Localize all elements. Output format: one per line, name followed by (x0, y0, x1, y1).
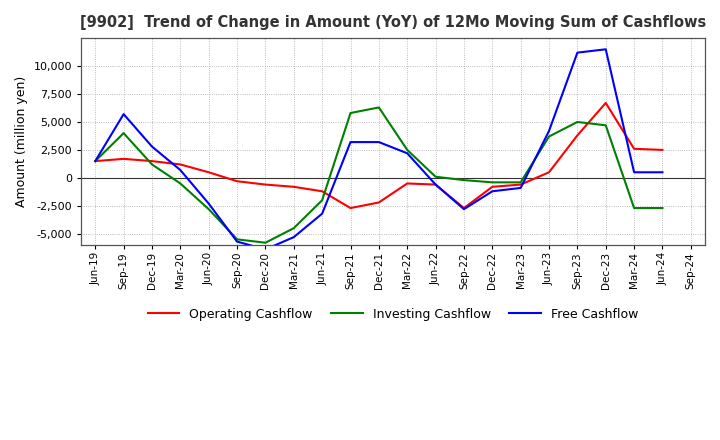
Free Cashflow (658, 170, 667, 175)
Operating Cashflow (346, 205, 355, 211)
Operating Cashflow (630, 146, 639, 151)
Free Cashflow (459, 206, 468, 212)
Investing Cashflow (573, 119, 582, 125)
Free Cashflow (431, 182, 440, 187)
Free Cashflow (176, 167, 184, 172)
Free Cashflow (516, 185, 525, 191)
Free Cashflow (374, 139, 383, 145)
Free Cashflow (261, 247, 270, 252)
Investing Cashflow (176, 181, 184, 186)
Investing Cashflow (374, 105, 383, 110)
Free Cashflow (630, 170, 639, 175)
Investing Cashflow (630, 205, 639, 211)
Investing Cashflow (403, 147, 412, 153)
Operating Cashflow (148, 158, 156, 164)
Y-axis label: Amount (million yen): Amount (million yen) (15, 76, 28, 207)
Free Cashflow (318, 211, 326, 216)
Operating Cashflow (459, 205, 468, 211)
Operating Cashflow (658, 147, 667, 153)
Free Cashflow (91, 158, 99, 164)
Operating Cashflow (91, 158, 99, 164)
Free Cashflow (403, 150, 412, 156)
Investing Cashflow (601, 123, 610, 128)
Investing Cashflow (346, 110, 355, 116)
Investing Cashflow (658, 205, 667, 211)
Free Cashflow (289, 235, 298, 240)
Investing Cashflow (91, 158, 99, 164)
Operating Cashflow (289, 184, 298, 190)
Investing Cashflow (459, 177, 468, 183)
Investing Cashflow (120, 131, 128, 136)
Free Cashflow (545, 128, 554, 134)
Legend: Operating Cashflow, Investing Cashflow, Free Cashflow: Operating Cashflow, Investing Cashflow, … (143, 303, 643, 326)
Line: Operating Cashflow: Operating Cashflow (95, 103, 662, 208)
Title: [9902]  Trend of Change in Amount (YoY) of 12Mo Moving Sum of Cashflows: [9902] Trend of Change in Amount (YoY) o… (80, 15, 706, 30)
Free Cashflow (488, 189, 497, 194)
Operating Cashflow (516, 182, 525, 187)
Investing Cashflow (431, 174, 440, 180)
Investing Cashflow (261, 240, 270, 246)
Line: Free Cashflow: Free Cashflow (95, 49, 662, 249)
Investing Cashflow (148, 162, 156, 167)
Operating Cashflow (431, 182, 440, 187)
Operating Cashflow (374, 200, 383, 205)
Investing Cashflow (318, 198, 326, 203)
Investing Cashflow (516, 180, 525, 185)
Free Cashflow (233, 239, 241, 244)
Operating Cashflow (488, 184, 497, 190)
Operating Cashflow (233, 179, 241, 184)
Investing Cashflow (233, 237, 241, 242)
Operating Cashflow (261, 182, 270, 187)
Investing Cashflow (545, 134, 554, 139)
Investing Cashflow (289, 226, 298, 231)
Operating Cashflow (318, 189, 326, 194)
Operating Cashflow (176, 162, 184, 167)
Free Cashflow (120, 111, 128, 117)
Operating Cashflow (204, 170, 213, 175)
Operating Cashflow (545, 170, 554, 175)
Investing Cashflow (488, 180, 497, 185)
Operating Cashflow (573, 133, 582, 138)
Operating Cashflow (601, 100, 610, 106)
Operating Cashflow (403, 181, 412, 186)
Investing Cashflow (204, 206, 213, 212)
Free Cashflow (148, 144, 156, 149)
Operating Cashflow (120, 156, 128, 161)
Free Cashflow (346, 139, 355, 145)
Free Cashflow (204, 201, 213, 206)
Free Cashflow (573, 50, 582, 55)
Free Cashflow (601, 47, 610, 52)
Line: Investing Cashflow: Investing Cashflow (95, 107, 662, 243)
